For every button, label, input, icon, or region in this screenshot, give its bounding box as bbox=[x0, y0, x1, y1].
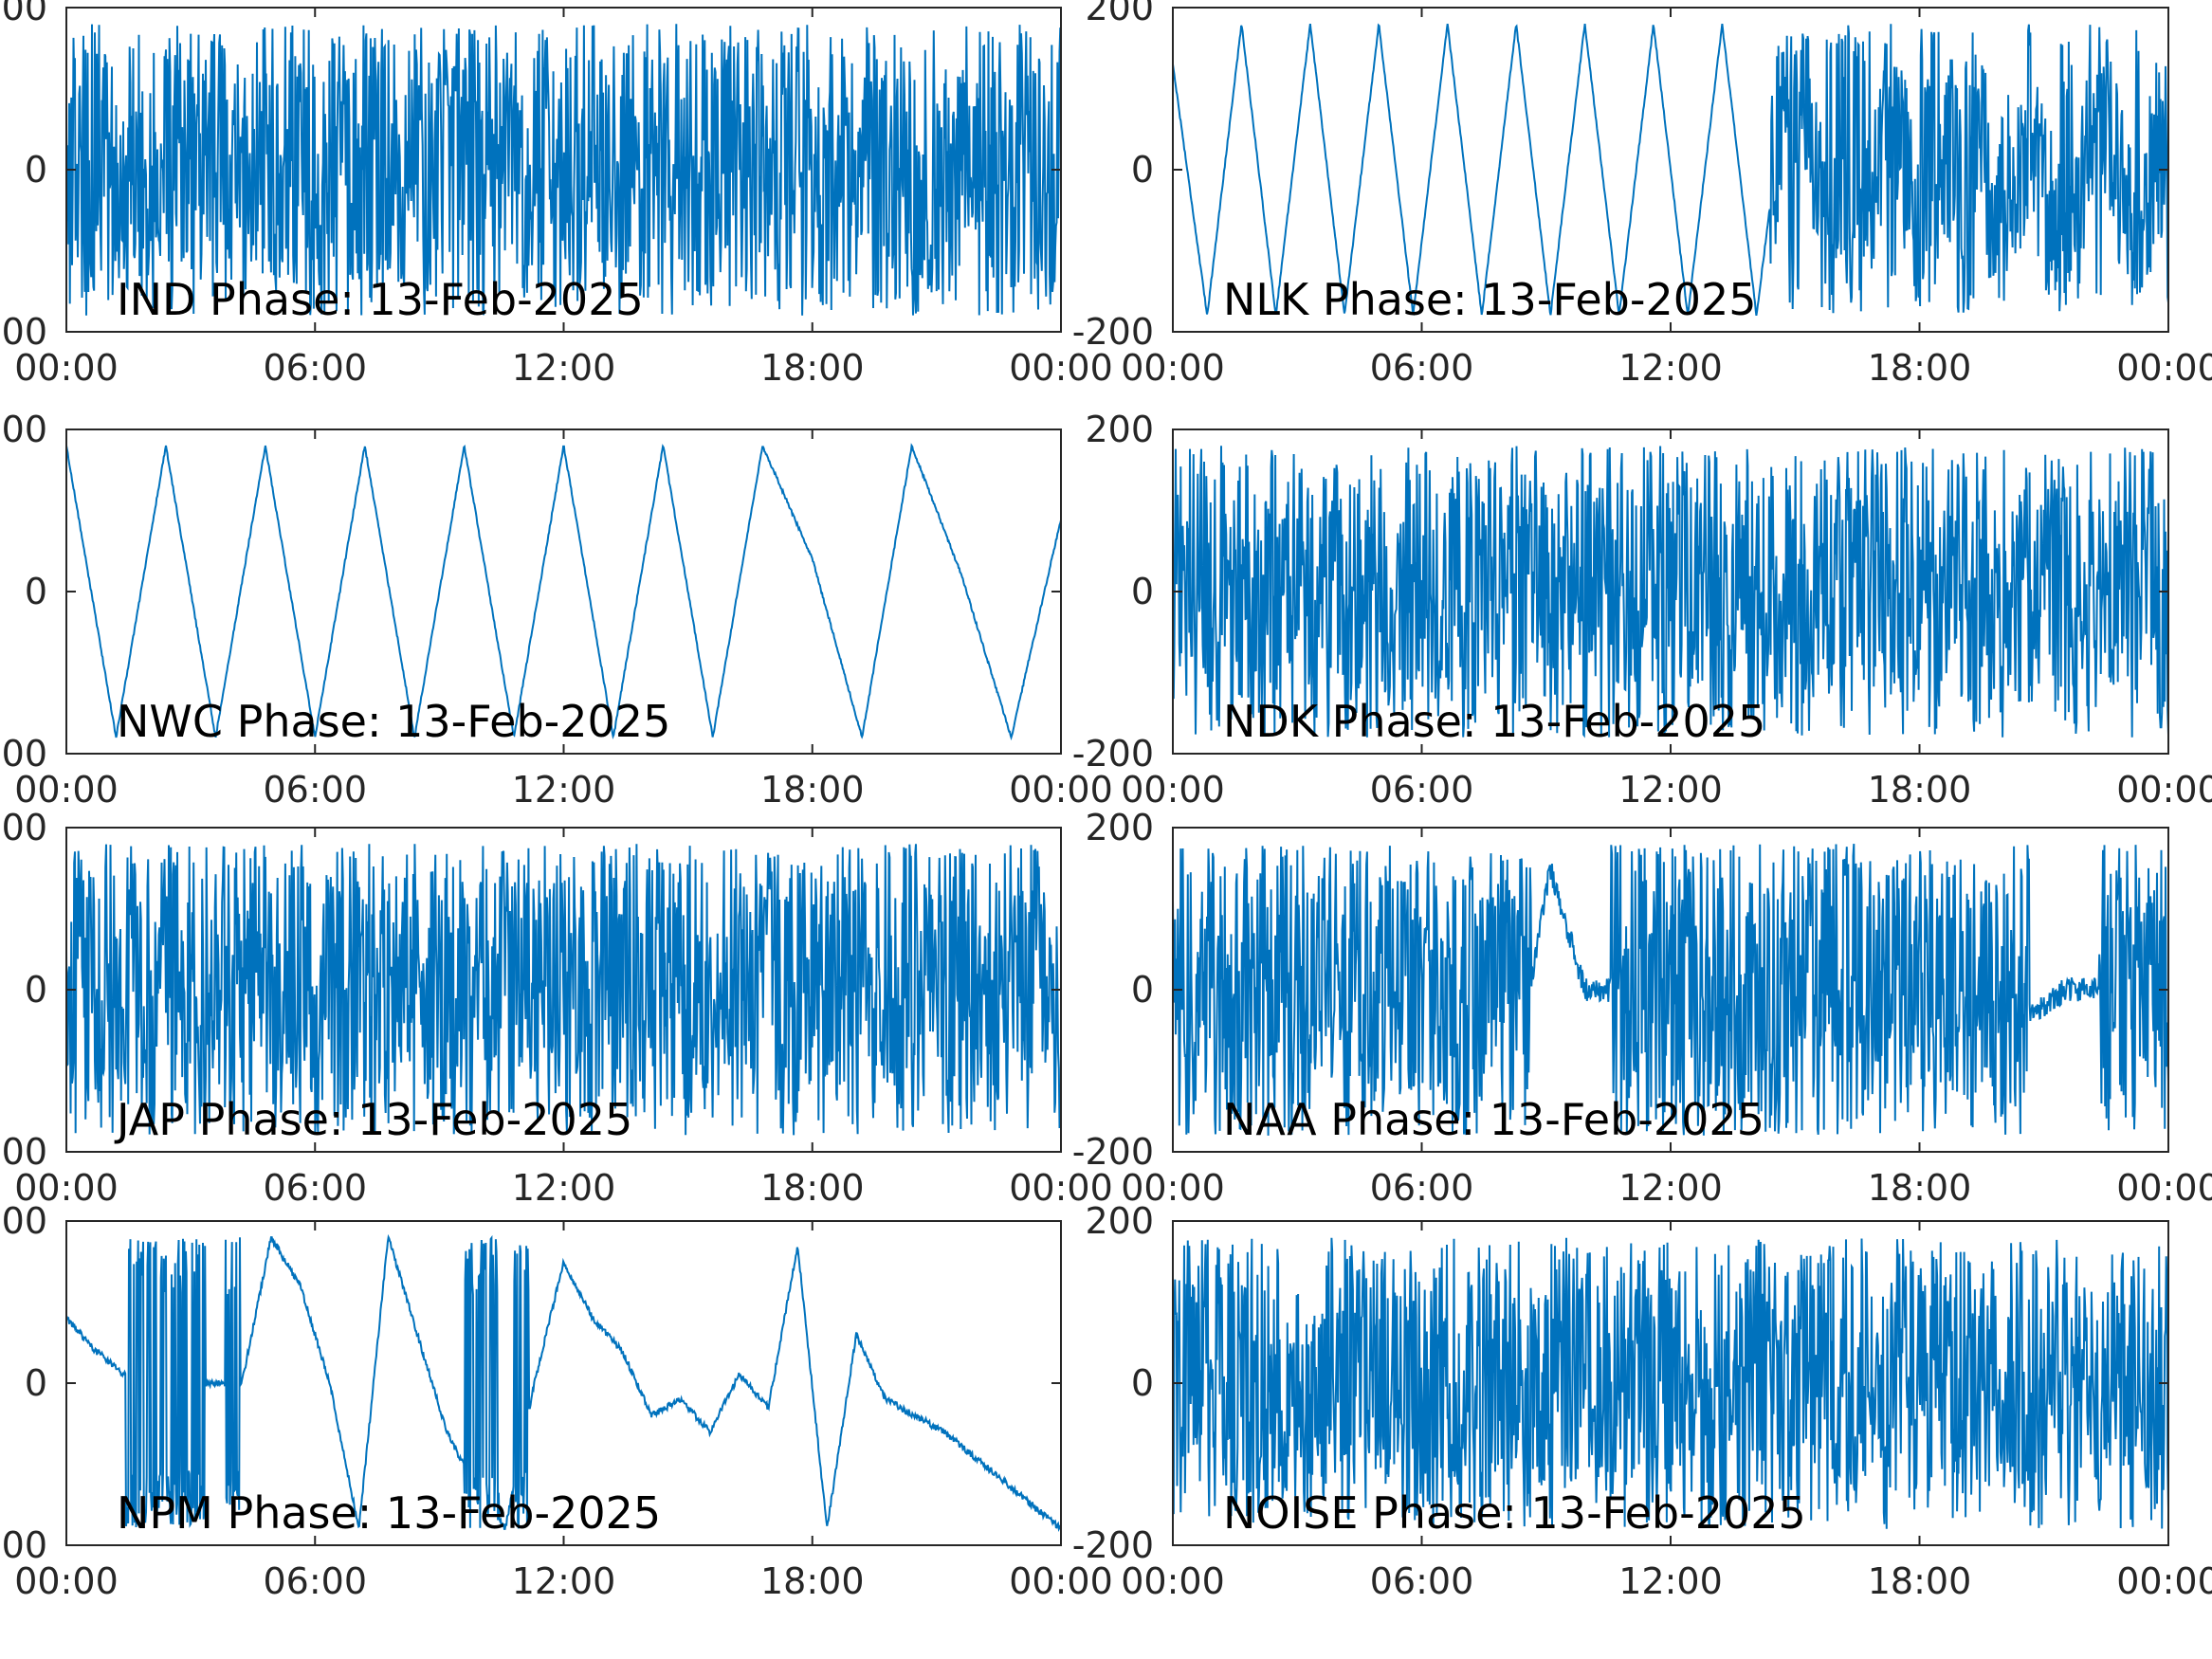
x-tick-label: 00:00 bbox=[2116, 347, 2212, 389]
x-tick-label: 00:00 bbox=[1121, 1167, 1225, 1209]
y-tick-label: 200 bbox=[1085, 807, 1154, 848]
panel-label: IND Phase: 13-Feb-2025 bbox=[117, 274, 644, 325]
x-tick-label: 00:00 bbox=[14, 769, 119, 811]
y-tick-label: 0 bbox=[1131, 149, 1154, 191]
y-tick-label: 200 bbox=[0, 409, 47, 450]
x-tick-label: 06:00 bbox=[263, 1560, 367, 1602]
y-tick-label: 0 bbox=[25, 149, 47, 191]
phase-trace bbox=[66, 24, 1061, 316]
x-tick-label: 00:00 bbox=[1009, 769, 1113, 811]
y-tick-label: 200 bbox=[0, 807, 47, 848]
x-tick-label: 06:00 bbox=[263, 347, 367, 389]
x-tick-label: 06:00 bbox=[1370, 1560, 1474, 1602]
x-tick-label: 00:00 bbox=[2116, 1167, 2212, 1209]
x-tick-label: 00:00 bbox=[1121, 769, 1225, 811]
x-tick-label: 18:00 bbox=[1868, 347, 1972, 389]
x-tick-label: 12:00 bbox=[512, 1560, 616, 1602]
y-tick-label: -200 bbox=[1072, 733, 1154, 775]
y-tick-label: -200 bbox=[0, 1524, 47, 1566]
x-tick-label: 00:00 bbox=[14, 347, 119, 389]
phase-trace bbox=[1173, 446, 2168, 738]
panel-label: JAP Phase: 13-Feb-2025 bbox=[114, 1094, 632, 1145]
y-tick-label: -200 bbox=[1072, 1131, 1154, 1173]
y-tick-label: 0 bbox=[1131, 571, 1154, 612]
x-tick-label: 06:00 bbox=[1370, 347, 1474, 389]
phase-trace bbox=[66, 443, 1061, 741]
x-tick-label: 00:00 bbox=[1009, 1560, 1113, 1602]
x-tick-label: 12:00 bbox=[512, 1167, 616, 1209]
panel-label: NPM Phase: 13-Feb-2025 bbox=[117, 1487, 661, 1539]
x-tick-label: 12:00 bbox=[1618, 1167, 1723, 1209]
panel-label: NDK Phase: 13-Feb-2025 bbox=[1223, 696, 1765, 747]
panel-label: NWC Phase: 13-Feb-2025 bbox=[117, 696, 670, 747]
phase-trace bbox=[1173, 23, 2168, 317]
x-tick-label: 18:00 bbox=[1868, 769, 1972, 811]
x-tick-label: 12:00 bbox=[512, 347, 616, 389]
x-tick-label: 18:00 bbox=[760, 347, 865, 389]
x-tick-label: 18:00 bbox=[1868, 1167, 1972, 1209]
x-tick-label: 00:00 bbox=[1121, 347, 1225, 389]
x-tick-label: 06:00 bbox=[1370, 769, 1474, 811]
y-tick-label: -200 bbox=[1072, 311, 1154, 353]
phase-trace bbox=[1173, 1237, 2168, 1529]
y-tick-label: 0 bbox=[1131, 969, 1154, 1011]
x-tick-label: 00:00 bbox=[1009, 1167, 1113, 1209]
x-tick-label: 18:00 bbox=[1868, 1560, 1972, 1602]
panel-label: NAA Phase: 13-Feb-2025 bbox=[1223, 1094, 1764, 1145]
y-tick-label: 0 bbox=[25, 969, 47, 1011]
y-tick-label: -200 bbox=[1072, 1524, 1154, 1566]
y-tick-label: 0 bbox=[25, 571, 47, 612]
y-tick-label: 200 bbox=[0, 1200, 47, 1242]
x-tick-label: 06:00 bbox=[1370, 1167, 1474, 1209]
y-tick-label: 200 bbox=[1085, 0, 1154, 28]
y-tick-label: 0 bbox=[25, 1362, 47, 1404]
x-tick-label: 00:00 bbox=[1121, 1560, 1225, 1602]
phase-trace bbox=[66, 1233, 1061, 1533]
x-tick-label: 18:00 bbox=[760, 1167, 865, 1209]
y-tick-label: -200 bbox=[0, 311, 47, 353]
y-tick-label: 200 bbox=[1085, 409, 1154, 450]
x-tick-label: 06:00 bbox=[263, 1167, 367, 1209]
panel-label: NOISE Phase: 13-Feb-2025 bbox=[1223, 1487, 1806, 1539]
x-tick-label: 12:00 bbox=[512, 769, 616, 811]
x-tick-label: 12:00 bbox=[1618, 769, 1723, 811]
phase-trace bbox=[1173, 844, 2168, 1136]
y-tick-label: -200 bbox=[0, 1131, 47, 1173]
x-tick-label: 00:00 bbox=[2116, 769, 2212, 811]
x-tick-label: 00:00 bbox=[2116, 1560, 2212, 1602]
x-tick-label: 00:00 bbox=[14, 1167, 119, 1209]
x-tick-label: 06:00 bbox=[263, 769, 367, 811]
phase-trace bbox=[66, 844, 1061, 1136]
x-tick-label: 00:00 bbox=[1009, 347, 1113, 389]
x-tick-label: 18:00 bbox=[760, 769, 865, 811]
x-tick-label: 00:00 bbox=[14, 1560, 119, 1602]
y-tick-label: 0 bbox=[1131, 1362, 1154, 1404]
x-tick-label: 12:00 bbox=[1618, 347, 1723, 389]
panel-label: NLK Phase: 13-Feb-2025 bbox=[1223, 274, 1757, 325]
x-tick-label: 12:00 bbox=[1618, 1560, 1723, 1602]
x-tick-label: 18:00 bbox=[760, 1560, 865, 1602]
y-tick-label: 200 bbox=[0, 0, 47, 28]
y-tick-label: 200 bbox=[1085, 1200, 1154, 1242]
y-tick-label: -200 bbox=[0, 733, 47, 775]
